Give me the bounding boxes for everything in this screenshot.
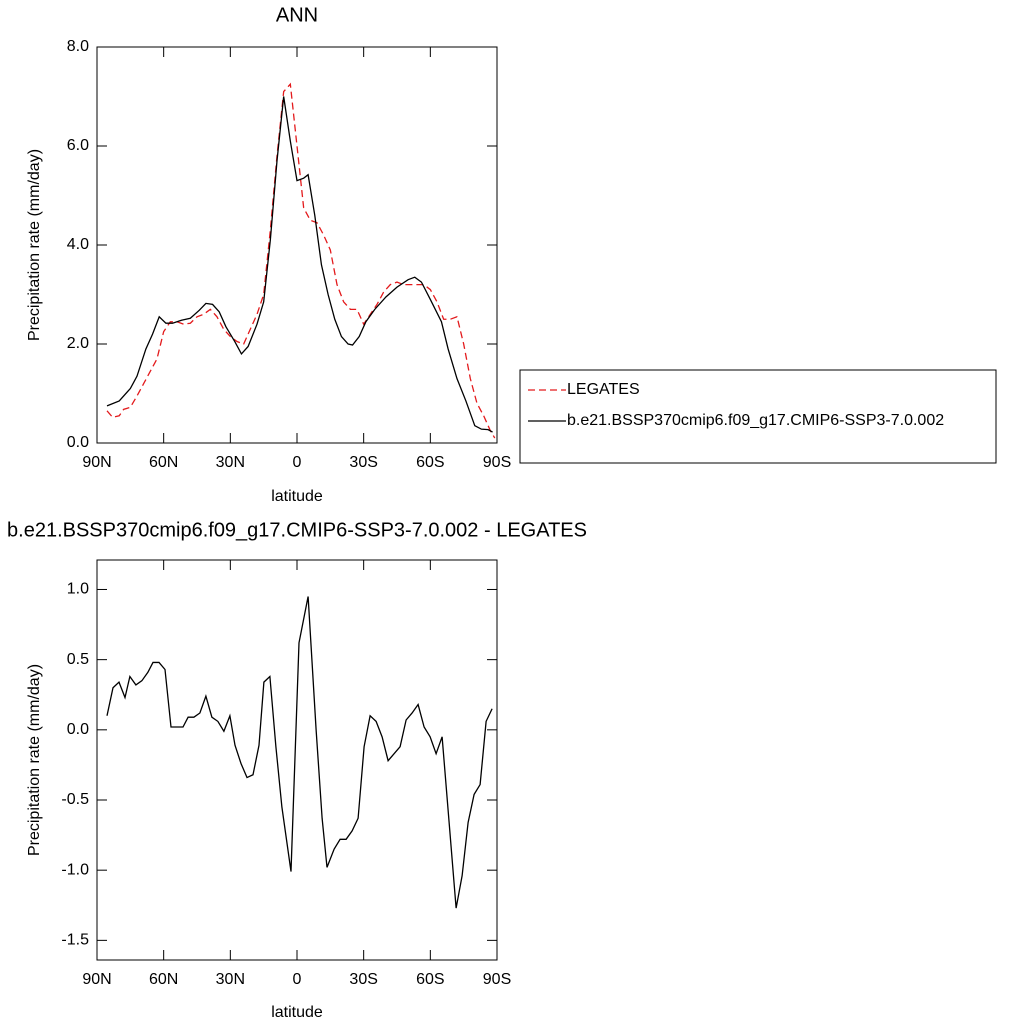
y-axis-label: Precipitation rate (mm/day): [26, 664, 43, 856]
x-tick-label: 90S: [483, 454, 511, 471]
x-tick-label: 90S: [483, 971, 511, 988]
y-tick-label: 2.0: [67, 335, 89, 352]
x-tick-label: 0: [293, 454, 302, 471]
data-line: [106, 596, 493, 909]
chart-title: ANN: [276, 4, 318, 26]
legend-label: b.e21.BSSP370cmip6.f09_g17.CMIP6-SSP3-7.…: [567, 412, 944, 429]
x-tick-label: 90N: [82, 454, 111, 471]
data-line: [106, 96, 493, 433]
x-tick-label: 60N: [149, 454, 178, 471]
plot-frame: [96, 559, 498, 961]
y-tick-label: 4.0: [67, 236, 89, 253]
x-tick-label: 30S: [349, 971, 377, 988]
x-tick-label: 30N: [216, 971, 245, 988]
legend-label: LEGATES: [567, 381, 640, 398]
x-tick-label: 60N: [149, 971, 178, 988]
y-tick-label: 0.0: [67, 434, 89, 451]
x-tick-label: 0: [293, 971, 302, 988]
x-tick-label: 30N: [216, 454, 245, 471]
legend-box: [519, 369, 997, 464]
y-tick-label: 0.0: [67, 721, 89, 738]
y-tick-label: 8.0: [67, 38, 89, 55]
x-tick-label: 60S: [416, 971, 444, 988]
chart-title: b.e21.BSSP370cmip6.f09_g17.CMIP6-SSP3-7.…: [7, 519, 587, 541]
y-tick-label: -0.5: [61, 791, 89, 808]
x-axis-label: latitude: [271, 1004, 323, 1021]
x-tick-label: 30S: [349, 454, 377, 471]
y-tick-label: -1.0: [61, 861, 89, 878]
x-axis-label: latitude: [271, 488, 323, 505]
y-axis-label: Precipitation rate (mm/day): [26, 149, 43, 341]
plot-frame: [96, 46, 498, 444]
y-tick-label: -1.5: [61, 932, 89, 949]
data-line: [106, 82, 496, 439]
y-tick-label: 6.0: [67, 137, 89, 154]
x-tick-label: 60S: [416, 454, 444, 471]
y-tick-label: 1.0: [67, 581, 89, 598]
x-tick-label: 90N: [82, 971, 111, 988]
y-tick-label: 0.5: [67, 651, 89, 668]
